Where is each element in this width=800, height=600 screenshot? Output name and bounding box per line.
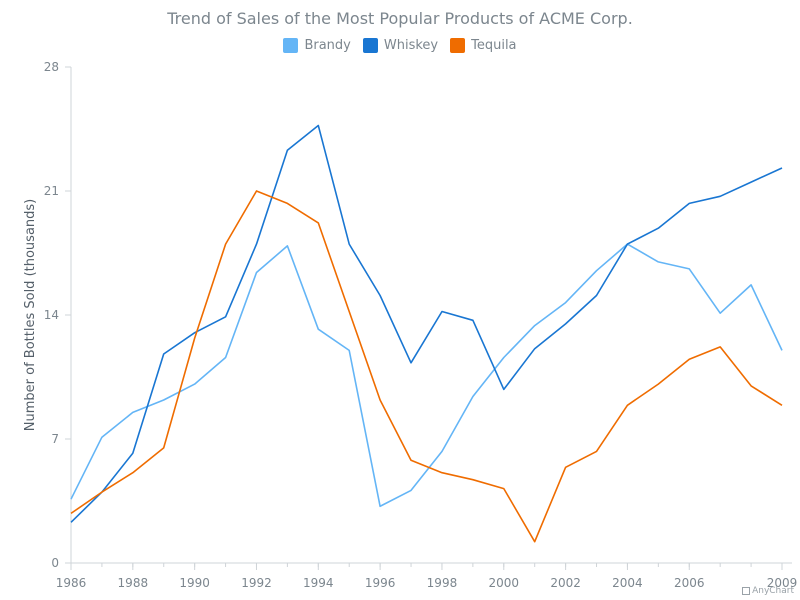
series-line-whiskey: [70, 124, 783, 523]
x-tick-label: 1994: [303, 576, 334, 590]
legend-label-brandy: Brandy: [304, 38, 351, 53]
x-tick-label: 2004: [612, 576, 643, 590]
legend-swatch-brandy: [283, 38, 299, 53]
legend-item-brandy[interactable]: Brandy: [283, 38, 351, 53]
legend-label-whiskey: Whiskey: [383, 38, 439, 53]
series-line-tequila: [70, 190, 783, 543]
x-tick-label: 1998: [427, 576, 458, 590]
x-tick-label: 1996: [365, 576, 396, 590]
y-tick-label: 14: [44, 308, 59, 322]
chart-credit-label: AnyChart: [752, 586, 794, 596]
y-tick-label: 7: [51, 432, 59, 446]
x-tick-label: 2006: [674, 576, 705, 590]
series-line-brandy: [70, 243, 783, 508]
chart-credit[interactable]: AnyChart: [742, 586, 794, 596]
y-axis-title: Number of Bottles Sold (thousands): [23, 199, 38, 431]
x-tick-label: 1986: [56, 576, 87, 590]
legend-swatch-tequila: [450, 38, 466, 53]
anychart-logo-icon: [742, 587, 751, 595]
legend: Brandy Whiskey Tequila: [0, 38, 800, 53]
x-tick-label: 1988: [118, 576, 149, 590]
legend-item-tequila[interactable]: Tequila: [450, 38, 517, 53]
legend-label-tequila: Tequila: [471, 38, 517, 53]
x-tick-label: 2000: [489, 576, 520, 590]
x-tick-label: 1992: [241, 576, 272, 590]
legend-swatch-whiskey: [362, 38, 378, 53]
x-tick-label: 2002: [550, 576, 581, 590]
y-tick-label: 21: [44, 184, 59, 198]
x-tick-label: 1990: [179, 576, 210, 590]
y-tick-label: 0: [51, 556, 59, 570]
legend-item-whiskey[interactable]: Whiskey: [362, 38, 439, 53]
x-tick-label: 2009: [767, 576, 798, 590]
y-tick-label: 28: [44, 60, 59, 74]
chart-title: Trend of Sales of the Most Popular Produ…: [167, 9, 633, 28]
